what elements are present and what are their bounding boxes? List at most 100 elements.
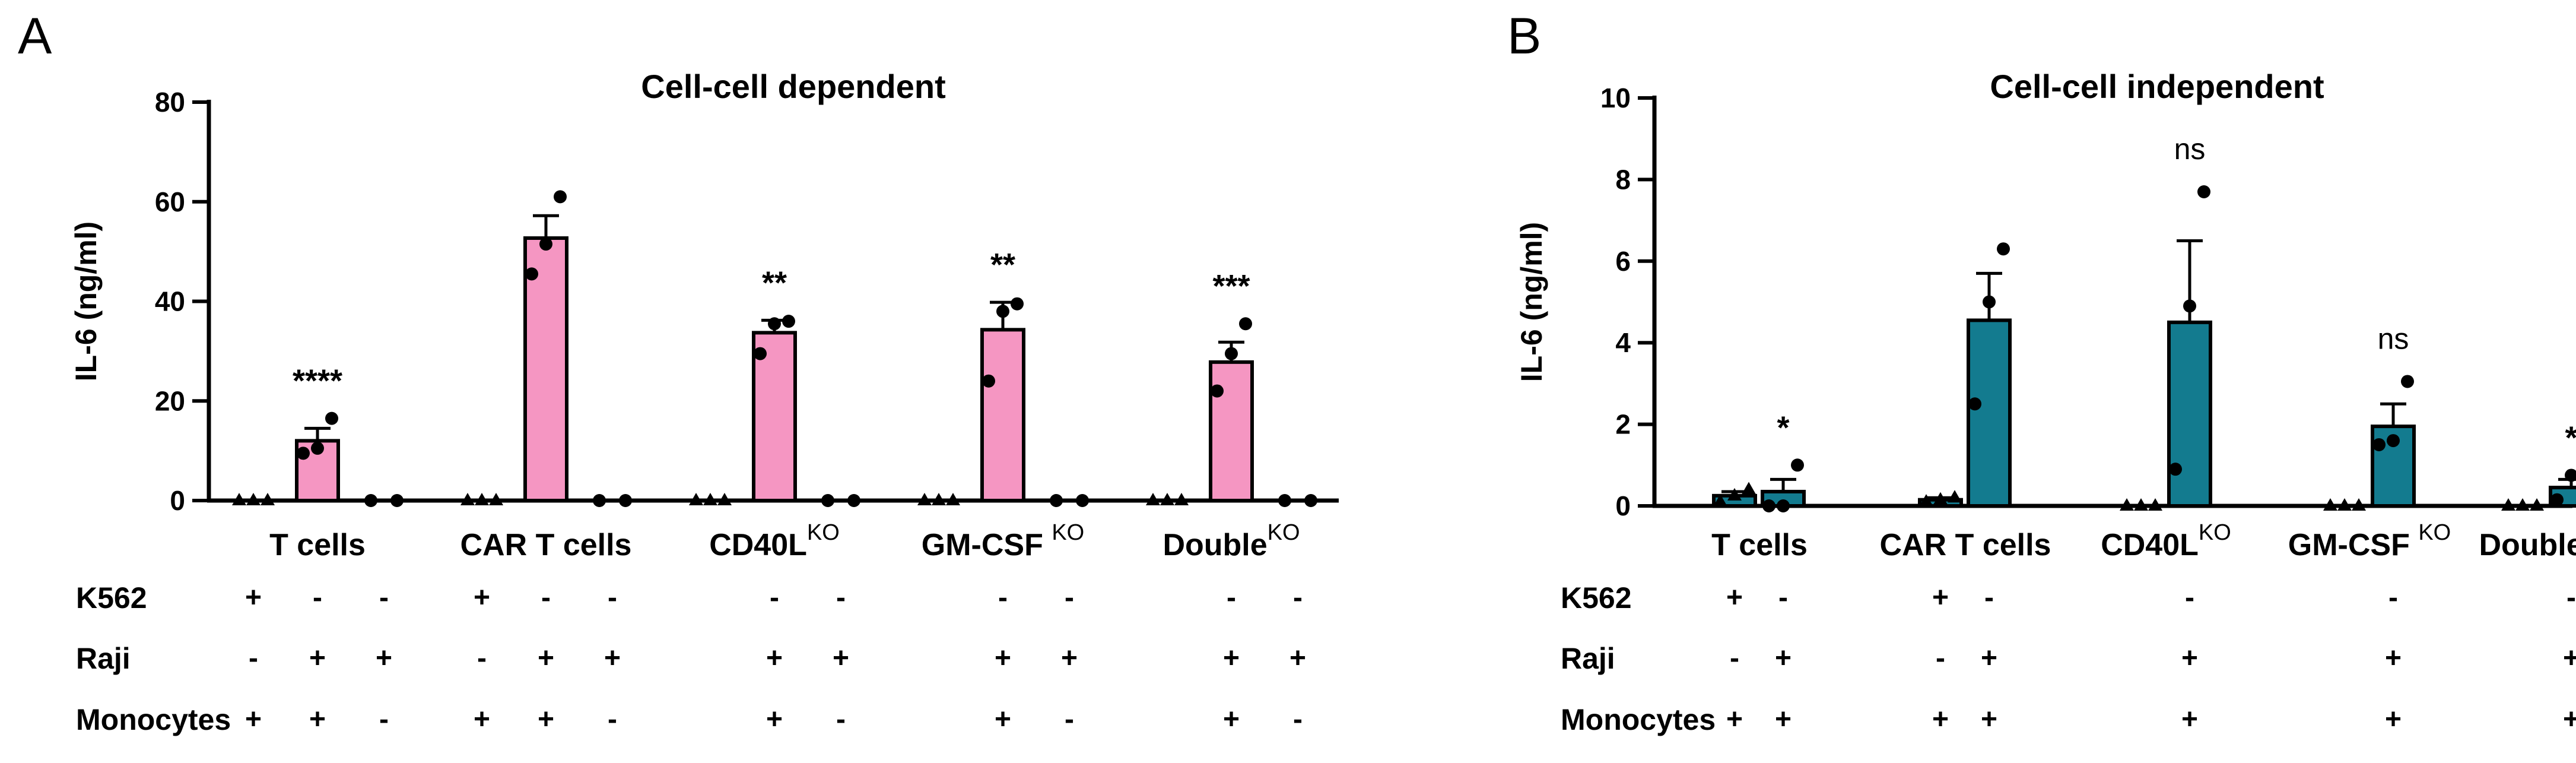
- data-point: [325, 411, 338, 425]
- data-point: [525, 267, 538, 281]
- group-label: T cells: [269, 528, 366, 562]
- data-point: [1239, 317, 1252, 331]
- group-label-text: Double: [2479, 528, 2576, 562]
- data-point: [1011, 297, 1024, 311]
- significance-label: ns: [2378, 322, 2409, 355]
- data-point: [1225, 347, 1238, 360]
- condition-sign-monocytes: +: [474, 704, 490, 735]
- condition-sign-k562: -: [2567, 582, 2576, 613]
- data-point-triangle: [1146, 493, 1160, 505]
- group-label-text: CAR T cells: [460, 528, 632, 562]
- condition-sign-k562: +: [245, 582, 262, 613]
- data-point: [2183, 299, 2196, 313]
- data-point-triangle: [946, 493, 960, 505]
- panel-letter: B: [1507, 8, 1541, 65]
- condition-sign-k562: -: [1065, 582, 1074, 613]
- condition-sign-monocytes: +: [1981, 704, 1997, 735]
- condition-sign-k562: -: [1293, 582, 1303, 613]
- data-point: [297, 447, 310, 460]
- data-point-triangle: [1174, 493, 1189, 505]
- group-label-text: T cells: [1711, 528, 1808, 562]
- data-point-triangle: [261, 493, 275, 505]
- condition-sign-monocytes: -: [1065, 704, 1074, 735]
- data-point: [1997, 242, 2010, 256]
- data-point-triangle: [2501, 498, 2515, 511]
- condition-sign-monocytes: +: [538, 704, 554, 735]
- data-point-triangle: [2323, 498, 2337, 511]
- condition-sign-monocytes: +: [1775, 704, 1792, 735]
- condition-sign-k562: +: [1932, 582, 1949, 613]
- panel-letter: A: [18, 8, 52, 65]
- group-label-text: Double: [1162, 528, 1267, 562]
- condition-sign-raji: -: [1730, 642, 1739, 674]
- data-point: [1076, 494, 1089, 507]
- condition-sign-raji: +: [766, 642, 783, 674]
- group-label-text: CD40L: [709, 528, 807, 562]
- condition-sign-monocytes: +: [1223, 704, 1240, 735]
- data-point: [1983, 295, 1996, 309]
- data-point: [1791, 458, 1804, 472]
- condition-sign-raji: +: [995, 642, 1011, 674]
- significance-label: **: [762, 265, 787, 300]
- data-point: [1968, 397, 1981, 411]
- data-point: [539, 238, 552, 251]
- data-point-triangle: [2148, 498, 2162, 511]
- data-point-triangle: [2337, 498, 2352, 511]
- significance-label: ns: [2174, 132, 2206, 166]
- y-tick-label: 20: [155, 385, 185, 416]
- bar: [1209, 360, 1254, 503]
- chart-title: Cell-cell independent: [1990, 68, 2324, 105]
- data-point: [311, 441, 324, 455]
- condition-sign-monocytes: -: [836, 704, 846, 735]
- data-point: [754, 347, 767, 360]
- data-point: [1278, 494, 1291, 507]
- data-point: [1762, 499, 1775, 512]
- condition-sign-monocytes: +: [2563, 704, 2576, 735]
- condition-sign-monocytes: +: [995, 704, 1011, 735]
- condition-sign-monocytes: +: [766, 704, 783, 735]
- condition-sign-k562: -: [2388, 582, 2398, 613]
- data-point-triangle: [689, 493, 703, 505]
- chart-title: Cell-cell dependent: [641, 68, 945, 105]
- panel-b: B Cell-cell independent IL-6 (ng/ml) 0 2 4 6 8 1…: [1507, 8, 2576, 736]
- data-point-triangle: [460, 493, 475, 505]
- data-point: [847, 494, 860, 507]
- condition-sign-raji: -: [249, 642, 258, 674]
- data-point-triangle: [932, 493, 946, 505]
- condition-sign-k562: -: [2185, 582, 2194, 613]
- condition-sign-raji: -: [1936, 642, 1945, 674]
- condition-sign-raji: +: [1775, 642, 1792, 674]
- row-label-monocytes: Monocytes: [1561, 703, 1716, 736]
- condition-sign-k562: -: [1227, 582, 1236, 613]
- data-point: [1304, 494, 1317, 507]
- data-point-triangle: [717, 493, 732, 505]
- group-label-superscript: KO: [1268, 520, 1300, 545]
- data-point: [2197, 185, 2210, 199]
- condition-sign-k562: -: [1984, 582, 1994, 613]
- condition-sign-raji: +: [538, 642, 554, 674]
- data-point: [1777, 499, 1790, 512]
- condition-sign-k562: -: [608, 582, 617, 613]
- y-tick-label: 4: [1615, 327, 1631, 358]
- data-point: [2169, 463, 2182, 476]
- condition-sign-raji: +: [833, 642, 849, 674]
- bar: [980, 328, 1025, 503]
- data-point: [2565, 468, 2576, 482]
- condition-sign-k562: -: [770, 582, 779, 613]
- condition-sign-raji: +: [1981, 642, 1997, 674]
- data-point: [390, 494, 404, 507]
- condition-sign-monocytes: +: [2385, 704, 2402, 735]
- condition-sign-monocytes: +: [1726, 704, 1743, 735]
- y-tick-label: 0: [1615, 490, 1631, 521]
- group-label-text: T cells: [269, 528, 366, 562]
- data-point: [768, 317, 781, 331]
- condition-sign-raji: +: [309, 642, 326, 674]
- y-tick-label: 2: [1615, 409, 1631, 440]
- data-point: [364, 494, 377, 507]
- row-label-k562: K562: [1561, 581, 1632, 615]
- data-point-triangle: [1713, 494, 1727, 507]
- condition-sign-k562: +: [474, 582, 490, 613]
- data-point-triangle: [1933, 492, 1948, 505]
- bar: [2167, 320, 2212, 508]
